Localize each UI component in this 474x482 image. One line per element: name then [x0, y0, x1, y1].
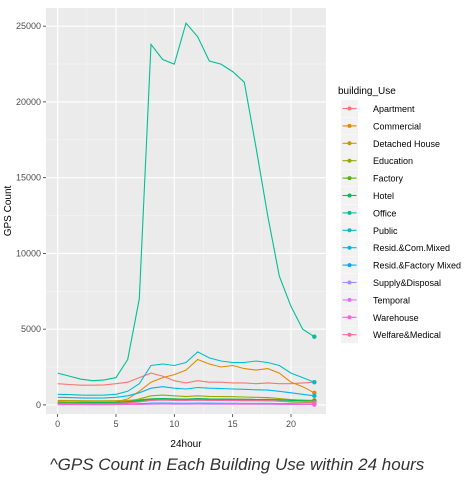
panel-background: [46, 8, 326, 414]
legend-label-hotel: Hotel: [373, 191, 394, 201]
series-line-apartment: [57, 372, 315, 386]
legend-label-warehouse: Warehouse: [373, 313, 419, 323]
y-tick-label: 0: [36, 400, 41, 410]
gps-count-line-chart: 0 5 10 15 20 0 5000 10000 15000 20000 25000 24hou…: [3, 8, 461, 450]
legend-key-point-resid-factory-mixed: [347, 263, 352, 268]
y-tick-label: 20000: [16, 97, 41, 107]
legend-key-point-resid-com-mixed: [347, 245, 352, 250]
legend-key-point-warehouse: [347, 315, 352, 320]
series-line-public: [57, 351, 315, 396]
legend-key-point-education: [347, 158, 352, 163]
legend-label-education: Education: [373, 156, 413, 166]
legend-key-point-welfare-medical: [347, 332, 352, 337]
series-line-resid-com-mixed: [57, 386, 315, 399]
series-endpoint-commercial: [312, 390, 317, 395]
legend-key-point-apartment: [347, 106, 352, 111]
legend-key-point-supply-disposal: [347, 280, 352, 285]
x-tick-label: 5: [113, 419, 118, 429]
legend-key-point-public: [347, 228, 352, 233]
grid-lines: [46, 8, 326, 414]
end-points: [312, 334, 317, 407]
legend-label-apartment: Apartment: [373, 104, 415, 114]
x-tick-label: 15: [228, 419, 238, 429]
y-tick-label: 15000: [16, 173, 41, 183]
y-axis-label: GPS Count: [3, 185, 14, 236]
y-tick-label: 10000: [16, 248, 41, 258]
series-line-warehouse: [57, 402, 315, 405]
series-line-office: [57, 21, 315, 382]
x-tick-label: 20: [286, 419, 296, 429]
series-endpoint-resid-com-mixed: [312, 393, 317, 399]
y-axis-ticks: 0 5000 10000 15000 20000 25000: [16, 21, 46, 410]
legend-label-office: Office: [373, 208, 396, 218]
legend-label-temporal: Temporal: [373, 295, 410, 305]
legend-label-commercial: Commercial: [373, 121, 421, 131]
legend-label-welfare-medical: Welfare&Medical: [373, 330, 441, 340]
legend-label-public: Public: [373, 226, 398, 236]
series-line-welfare-medical: [57, 399, 315, 405]
legend-key-point-hotel: [347, 193, 352, 198]
legend-key-point-office: [347, 210, 352, 215]
legend-label-factory: Factory: [373, 174, 404, 184]
y-tick-label: 25000: [16, 21, 41, 31]
legend-key-point-temporal: [347, 297, 352, 302]
legend-label-resid-com-mixed: Resid.&Com.Mixed: [373, 243, 450, 253]
legend-label-supply-disposal: Supply&Disposal: [373, 278, 441, 288]
series-endpoint-public: [312, 379, 317, 385]
series-line-hotel: [57, 397, 315, 403]
legend: Apartment Commercial Detached House Educati…: [341, 100, 461, 344]
figure-caption: ^GPS Count in Each Building Use within 2…: [49, 455, 425, 474]
series-endpoint-office: [312, 334, 317, 339]
series-lines: [57, 21, 315, 406]
x-tick-label: 0: [55, 419, 60, 429]
x-axis-ticks: 0 5 10 15 20: [55, 414, 296, 429]
x-tick-label: 10: [169, 419, 179, 429]
legend-key-point-detached-house: [347, 141, 352, 146]
legend-title: building_Use: [338, 86, 396, 97]
x-axis-label: 24hour: [170, 439, 202, 450]
legend-key-point-commercial: [347, 123, 352, 128]
legend-label-resid-factory-mixed: Resid.&Factory Mixed: [373, 261, 461, 271]
series-endpoint-welfare-medical: [312, 400, 317, 405]
legend-label-detached-house: Detached House: [373, 139, 440, 149]
y-tick-label: 5000: [21, 324, 41, 334]
legend-key-point-factory: [347, 176, 352, 181]
